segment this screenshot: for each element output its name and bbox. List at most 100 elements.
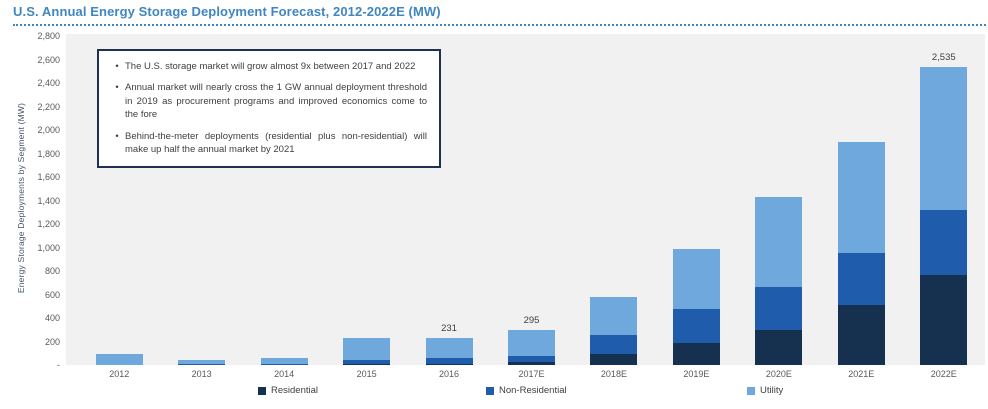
y-tick-label: 800 (44, 266, 60, 276)
bar-segment-non-residential (920, 209, 968, 276)
bar-segment-residential (837, 305, 885, 365)
bar-slot-2015 (325, 34, 407, 365)
bar-segment-non-residential (837, 252, 885, 306)
bullet-icon: • (115, 130, 119, 142)
bar-segment-utility (590, 297, 638, 336)
y-tick-label: 1,600 (37, 172, 60, 182)
bar-2016 (425, 337, 473, 365)
bar-slot-2013 (160, 34, 242, 365)
bar-segment-utility (920, 67, 968, 210)
bar-segment-utility (95, 354, 143, 365)
x-tick-label-2012: 2012 (109, 369, 130, 379)
annotation-bullet: • The U.S. storage market will grow almo… (109, 60, 427, 73)
bar-segment-non-residential (672, 309, 720, 343)
bar-slot-2017E: 295 (490, 34, 572, 365)
y-tick-label: 2,600 (37, 54, 60, 65)
bullet-icon: • (115, 82, 119, 94)
y-tick-label: 2,200 (37, 101, 60, 112)
bar-segment-non-residential (590, 335, 638, 355)
bar-segment-utility (260, 357, 308, 365)
legend-item-utility: Utility (747, 385, 783, 396)
bar-segment-residential (920, 275, 968, 365)
bar-segment-non-residential (425, 358, 473, 365)
bar-2018E (590, 297, 638, 365)
x-tick-label-2014: 2014 (274, 369, 295, 379)
bar-slot-2020E (738, 34, 820, 365)
x-tick-label-2013: 2013 (191, 369, 212, 379)
bar-value-label: 2,535 (931, 52, 956, 64)
bar-slot-2014 (243, 34, 325, 365)
y-tick-label: 2,400 (37, 78, 60, 88)
bar-segment-residential (507, 362, 555, 365)
y-tick-label: 1,200 (37, 219, 60, 229)
annotation-bullet-text: Behind-the-meter deployments (residentia… (125, 130, 427, 156)
y-tick-label: 200 (44, 336, 60, 347)
bar-segment-non-residential (507, 356, 555, 363)
bar-slot-2016: 231 (408, 34, 490, 365)
bar-slot-2019E (655, 34, 737, 365)
legend-label-residential: Residential (271, 385, 318, 396)
x-tick-label-2021E: 2021E (848, 369, 875, 379)
bar-segment-non-residential (260, 364, 308, 365)
annotation-bullet: • Behind-the-meter deployments (resident… (109, 130, 427, 157)
legend-marker-utility-icon (747, 386, 755, 395)
y-tick-label: 400 (44, 313, 60, 323)
x-tick-label-2022E: 2022E (930, 369, 957, 379)
x-tick-label-2015: 2015 (356, 369, 377, 379)
title-divider (13, 24, 986, 26)
bar-segment-utility (672, 249, 720, 310)
bar-segment-non-residential (178, 364, 226, 365)
bar-value-label: 295 (523, 315, 540, 327)
bar-2012 (95, 354, 143, 365)
legend-item-non-residential: Non-Residential (486, 385, 567, 396)
bar-segment-utility (178, 359, 226, 365)
bar-segment-utility (507, 330, 555, 357)
bar-slot-2021E (820, 34, 902, 365)
y-tick-label: 600 (44, 289, 60, 300)
bar-2019E (672, 249, 720, 365)
annotation-bullet: • Annual market will nearly cross the 1 … (109, 81, 427, 121)
bars-container: 231 295 2,535 (66, 34, 985, 365)
y-tick-label: 2,000 (37, 125, 60, 135)
bar-segment-residential (425, 364, 473, 365)
bar-2020E (755, 196, 803, 365)
y-tick-label: 1,000 (37, 242, 60, 253)
bar-2017E (507, 330, 555, 365)
bullet-icon: • (115, 61, 119, 72)
legend-label-utility: Utility (760, 385, 784, 396)
bar-slot-2012 (78, 34, 160, 365)
legend-marker-residential-icon (258, 386, 266, 395)
bar-2013 (178, 359, 226, 365)
bar-segment-non-residential (755, 287, 803, 330)
bar-segment-residential (343, 364, 391, 365)
y-tick-label: 1,400 (37, 195, 60, 206)
x-axis-tick-labels: 2012 2013 2014 2015 2016 2017E 2018E 2019E 2020E… (66, 369, 985, 379)
bar-segment-non-residential (343, 359, 391, 365)
legend-marker-non-residential-icon (486, 386, 494, 395)
y-tick-label: 2,800 (37, 31, 60, 41)
y-tick-label: 1,800 (37, 148, 60, 159)
bar-segment-utility (343, 338, 391, 360)
x-tick-label-2016: 2016 (439, 369, 460, 379)
bar-segment-utility (425, 337, 473, 359)
x-tick-label-2020E: 2020E (765, 369, 792, 379)
bar-2015 (343, 338, 391, 365)
x-tick-label-2019E: 2019E (683, 369, 710, 379)
bar-segment-utility (837, 142, 885, 253)
bar-value-label: 231 (441, 322, 457, 334)
bar-slot-2018E (573, 34, 655, 365)
bar-segment-residential (672, 342, 720, 365)
bar-segment-residential (590, 354, 638, 365)
annotation-bullet-text: Annual market will nearly cross the 1 GW… (125, 82, 427, 121)
bar-2021E (837, 142, 885, 365)
bar-2022E (920, 67, 968, 365)
legend-label-non-residential: Non-Residential (499, 385, 567, 396)
plot-area: 231 295 2,535 (66, 34, 985, 365)
bar-2014 (260, 357, 308, 365)
x-tick-label-2018E: 2018E (600, 369, 627, 379)
chart-title: U.S. Annual Energy Storage Deployment Fo… (13, 4, 441, 19)
legend-item-residential: Residential (258, 385, 318, 396)
x-tick-label-2017E: 2017E (518, 369, 545, 379)
bar-segment-utility (755, 196, 803, 288)
bar-slot-2022E: 2,535 (903, 34, 985, 365)
